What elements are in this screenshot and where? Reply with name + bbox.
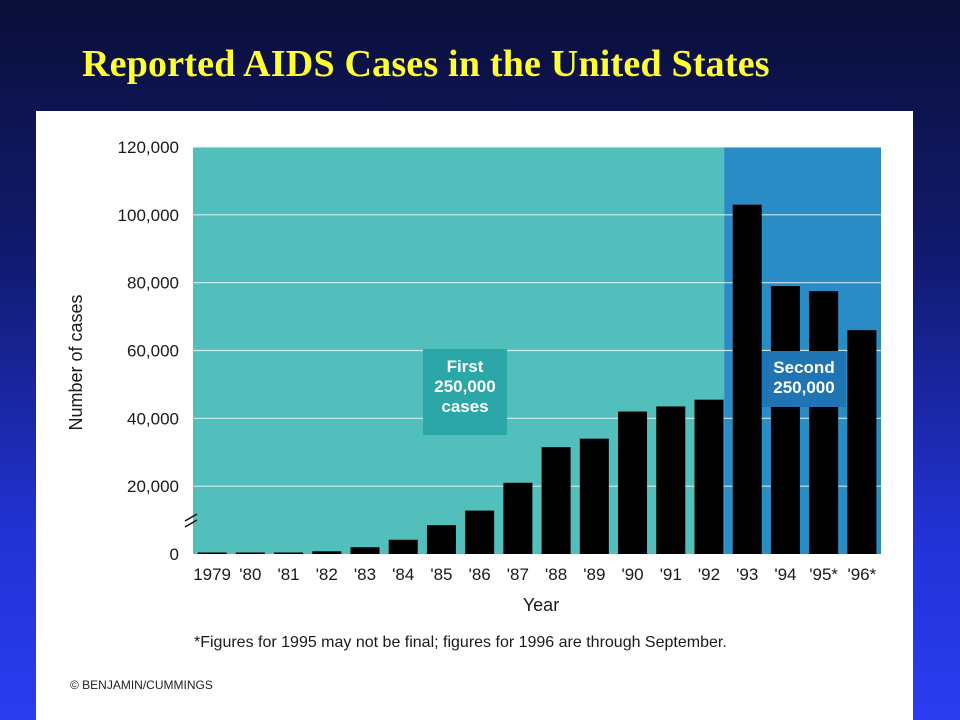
bar: [847, 330, 877, 554]
y-tick-label: 20,000: [127, 477, 179, 496]
slide-title: Reported AIDS Cases in the United States: [82, 43, 770, 85]
x-tick-label: '84: [392, 565, 414, 584]
bar: [618, 411, 648, 554]
chart-panel: 0 20,000 40,000 60,000 80,000 100,000 120,000 F…: [36, 111, 913, 720]
bar: [770, 286, 800, 554]
second-region-label-line: Second: [773, 358, 834, 377]
first-region-label-line: cases: [441, 397, 488, 416]
first-region-label-box: [423, 349, 507, 435]
x-tick-label: '87: [507, 565, 529, 584]
bar: [732, 204, 762, 554]
bar: [503, 482, 533, 554]
aids-cases-bar-chart: 0 20,000 40,000 60,000 80,000 100,000 120,000 F…: [66, 138, 881, 651]
copyright-credit: © BENJAMIN/CUMMINGS: [70, 678, 213, 692]
bar: [312, 551, 342, 554]
bar: [579, 438, 609, 554]
bar: [809, 291, 839, 554]
x-tick-label: '80: [239, 565, 261, 584]
bar: [694, 399, 724, 554]
x-axis-title: Year: [523, 595, 559, 615]
x-tick-label: 1979: [193, 565, 231, 584]
axis-break-mark: [184, 513, 198, 522]
x-tick-label: '92: [698, 565, 720, 584]
x-tick-label: '91: [660, 565, 682, 584]
y-tick-label: 0: [170, 545, 179, 564]
y-tick-label: 120,000: [118, 138, 179, 157]
bar: [197, 552, 227, 554]
x-tick-label: '90: [621, 565, 643, 584]
x-tick-label: '85: [430, 565, 452, 584]
second-region-label-box: [762, 351, 846, 407]
y-tick-label: 60,000: [127, 342, 179, 361]
x-tick-label: '86: [469, 565, 491, 584]
bar: [274, 552, 304, 554]
first-region-label-line: First: [447, 357, 484, 376]
x-tick-label: '96*: [847, 565, 876, 584]
bar: [465, 510, 495, 554]
bar: [388, 539, 418, 554]
first-region-label-line: 250,000: [434, 377, 495, 396]
x-tick-label: '88: [545, 565, 567, 584]
x-tick-label: '82: [316, 565, 338, 584]
y-tick-label: 80,000: [127, 274, 179, 293]
x-tick-label: '93: [736, 565, 758, 584]
bar: [426, 525, 456, 554]
second-region-label-line: 250,000: [773, 378, 834, 397]
x-tick-label: '81: [277, 565, 299, 584]
x-tick-label: '94: [774, 565, 796, 584]
bar: [235, 552, 265, 554]
y-tick-label: 100,000: [118, 206, 179, 225]
bar: [656, 406, 686, 554]
x-tick-label: '83: [354, 565, 376, 584]
y-tick-label: 40,000: [127, 409, 179, 428]
bar: [350, 547, 380, 554]
bar: [541, 447, 571, 554]
y-axis-title: Number of cases: [66, 294, 86, 430]
chart-footnote: *Figures for 1995 may not be final; figu…: [194, 634, 727, 651]
axis-break-mark: [184, 519, 198, 528]
x-tick-label: '89: [583, 565, 605, 584]
x-tick-label: '95*: [809, 565, 838, 584]
